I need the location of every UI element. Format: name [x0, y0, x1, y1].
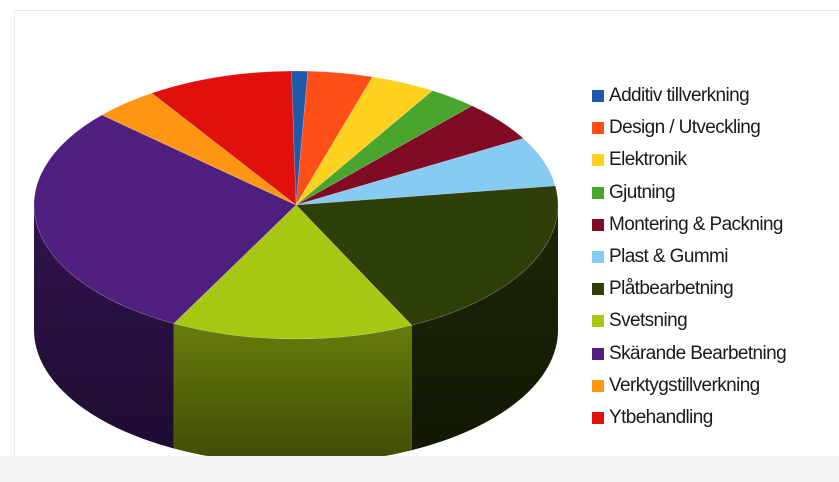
legend-label: Ytbehandling — [609, 406, 713, 428]
legend-label: Design / Utveckling — [609, 117, 761, 139]
legend-label: Montering & Packning — [609, 213, 783, 235]
legend-item-skarande-bearbetning: Skärande Bearbetning — [592, 338, 787, 370]
pie-side-platbearbetning — [411, 205, 558, 451]
pie-slice-elektronik — [295, 76, 434, 206]
legend-swatch — [592, 122, 604, 135]
legend-swatch — [592, 283, 604, 296]
legend-swatch — [592, 379, 604, 392]
legend-label: Skärande Bearbetning — [609, 342, 787, 364]
legend-swatch — [592, 154, 604, 167]
legend-item-svetsning: Svetsning — [592, 305, 786, 337]
legend-label: Verktygstillverkning — [609, 374, 760, 396]
legend-item-platbearbetning: Plåtbearbetning — [592, 273, 786, 305]
legend-swatch — [592, 347, 604, 360]
pie-slice-verktygstillverkning — [101, 92, 297, 206]
legend-item-design-utveckling: Design / Utveckling — [592, 112, 786, 144]
legend-item-additiv-tillverkning: Additiv tillverkning — [592, 80, 786, 112]
pie-side-svetsning — [173, 323, 412, 464]
legend-item-montering-packning: Montering & Packning — [592, 209, 786, 241]
legend-label: Elektronik — [609, 149, 687, 171]
legend-swatch — [592, 90, 604, 103]
pie-slice-ytbehandling — [151, 70, 297, 206]
pie-slice-svetsning — [173, 204, 413, 340]
legend-item-elektronik: Elektronik — [592, 144, 786, 176]
legend-swatch — [592, 186, 604, 199]
legend-label: Svetsning — [609, 310, 688, 332]
pie-slice-montering-packning — [295, 105, 524, 206]
legend-item-ytbehandling: Ytbehandling — [592, 402, 786, 434]
pie-slice-additiv-tillverkning — [291, 70, 309, 206]
legend-label: Gjutning — [609, 181, 676, 203]
pie-slice-design-utveckling — [295, 70, 374, 206]
legend: Additiv tillverkning Design / Utveckling E… — [592, 80, 787, 434]
pie-slice-gjutning — [295, 90, 473, 206]
pie-side-skarande-bearbetning — [34, 205, 174, 449]
bottom-strip — [0, 456, 839, 482]
pie-slice-plast-gummi — [295, 138, 556, 206]
legend-item-verktygstillverkning: Verktygstillverkning — [592, 370, 786, 402]
legend-label: Plåtbearbetning — [609, 278, 734, 300]
legend-swatch — [592, 315, 604, 328]
pie-slice-platbearbetning — [295, 185, 559, 326]
legend-label: Additiv tillverkning — [609, 85, 750, 107]
pie-slice-skarande-bearbetning — [33, 114, 297, 324]
legend-swatch — [592, 251, 604, 264]
legend-label: Plast & Gummi — [609, 246, 729, 268]
legend-item-plast-gummi: Plast & Gummi — [592, 241, 786, 273]
legend-item-gjutning: Gjutning — [592, 177, 786, 209]
legend-swatch — [592, 411, 604, 424]
legend-swatch — [592, 218, 604, 231]
